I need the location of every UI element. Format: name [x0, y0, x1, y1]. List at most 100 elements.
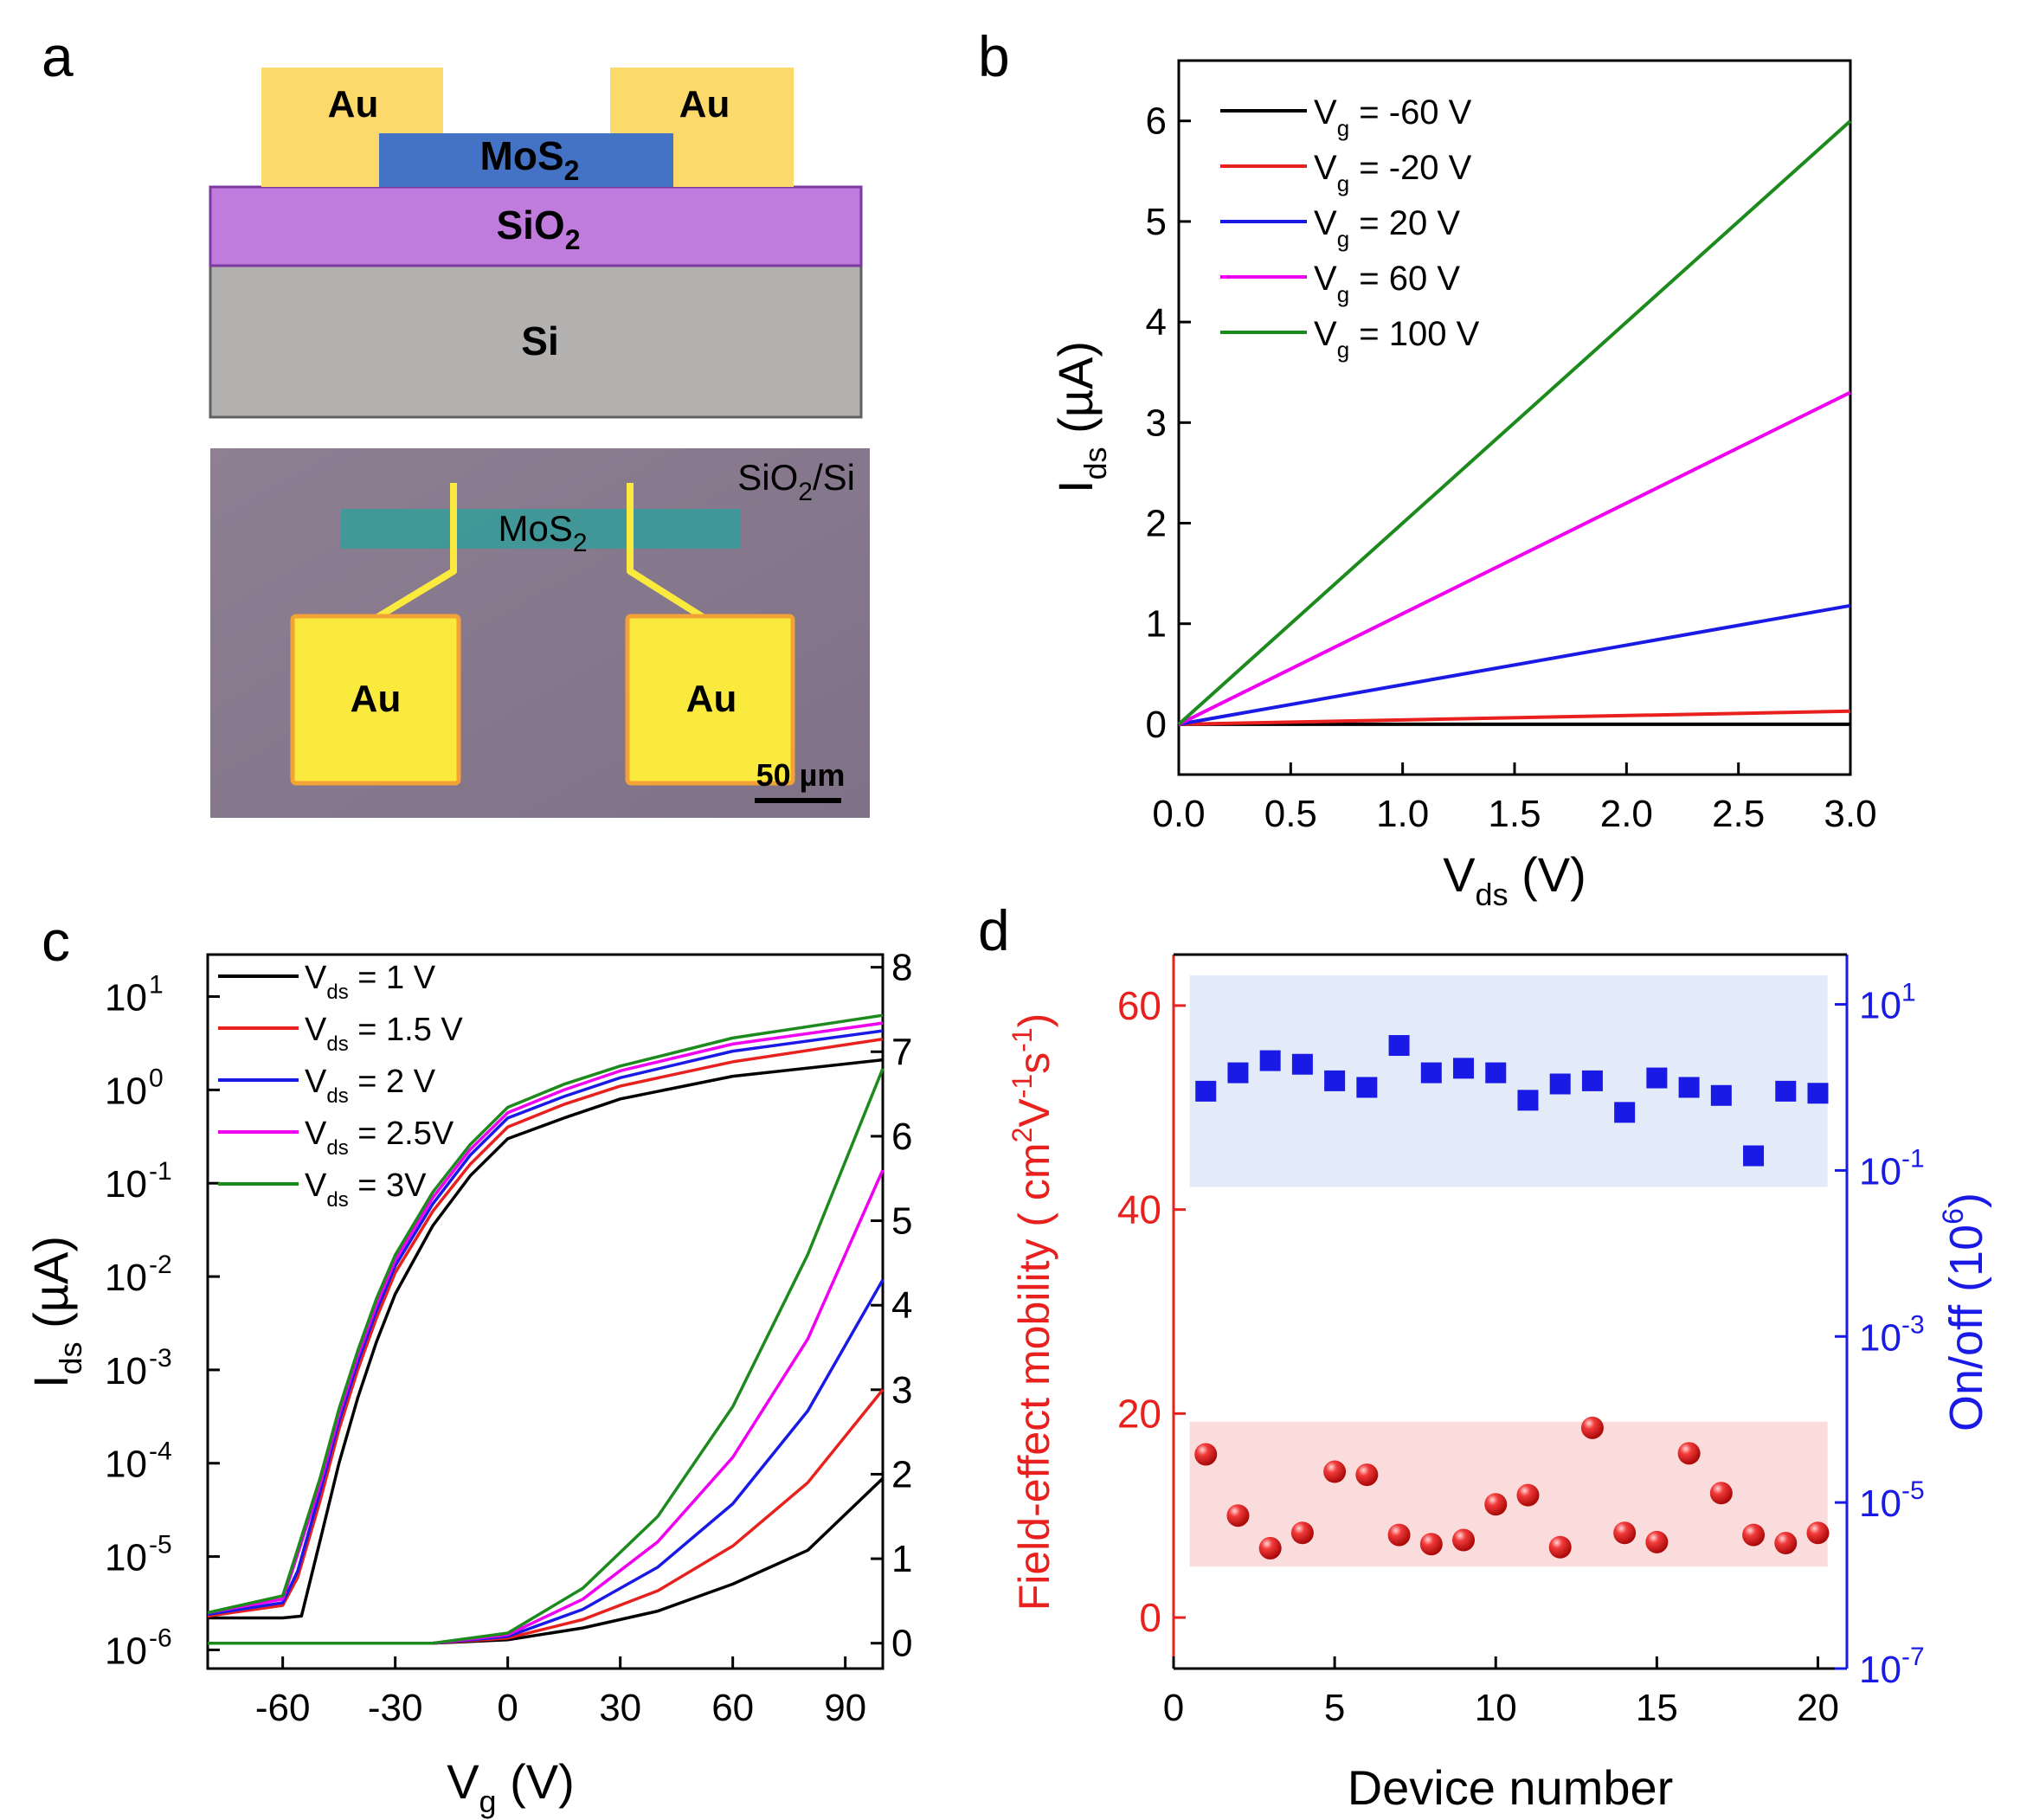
left-tick-label-d: 20 [1117, 1391, 1161, 1436]
mobility-point [1709, 1482, 1733, 1505]
onoff-point [1614, 1102, 1636, 1123]
left-tick-exp-c: 1 [149, 971, 164, 1000]
y-left-d-exp2: -1 [1007, 1074, 1038, 1098]
right-tick-label-c: 8 [891, 947, 912, 989]
right-tick-label-c: 4 [891, 1284, 912, 1327]
x-axis-label-c: Vg (V) [447, 1754, 575, 1819]
mobility-point [1774, 1532, 1798, 1555]
x-axis-b: 0.0 0.5 1.0 1.5 2.0 2.5 3.0 [1152, 762, 1877, 835]
y-left-d-mid2: s [1010, 1052, 1058, 1074]
micro-substrate-label: SiO2/Si [737, 457, 855, 506]
y-right-d-exp: 6 [1937, 1208, 1970, 1225]
left-tick-base-c: 10 [105, 1163, 147, 1206]
y-axis-label-b: Ids (µA) [1048, 341, 1113, 493]
x-tick-label-b: 1.0 [1376, 793, 1429, 835]
right-tick-label-c: 7 [891, 1031, 912, 1073]
left-tick-base-c: 10 [105, 1630, 147, 1672]
left-tick-label-c: 10 [105, 1444, 147, 1486]
left-tick-label-d: 0 [1139, 1595, 1161, 1640]
right-tick-label-c: 5 [891, 1200, 912, 1243]
mobility-point [1516, 1483, 1540, 1507]
x-tick-label-d: 0 [1163, 1687, 1184, 1729]
transfer-curve-log-c [207, 1037, 884, 1618]
mobility-point [1387, 1523, 1411, 1547]
left-tick-label-c: 10 [105, 977, 147, 1019]
legend-rest-b: = 20 V [1349, 204, 1460, 242]
legend-prefix-c: V [305, 960, 327, 996]
right-tick-base-d: 10 [1859, 1316, 1901, 1359]
legend-sub-c: ds [326, 1136, 348, 1160]
left-tick-label-c: 10 [105, 1070, 147, 1112]
transfer-curve-log-c [208, 1058, 884, 1620]
legend-rest-c: = 1.5 V [349, 1012, 464, 1048]
x-tick-label-d: 20 [1797, 1687, 1839, 1729]
onoff-point [1517, 1090, 1539, 1111]
right-tick-label-c: 0 [891, 1623, 912, 1665]
right-tick-base-d: 10 [1859, 1150, 1901, 1193]
x-tick-label-b: 2.5 [1712, 793, 1765, 835]
legend-label-b: Vg = -60 V [1314, 93, 1472, 141]
y-left-d-exp1: 2 [1007, 1128, 1038, 1143]
lead-left [368, 483, 457, 625]
au-label-left: Au [328, 83, 379, 125]
x-tick-label-b: 1.5 [1488, 793, 1541, 835]
legend-sub-b: g [1337, 226, 1349, 252]
transfer-curve-linear-c [208, 1169, 885, 1645]
micro-pad-label-left: Au [351, 678, 402, 720]
series-line-b [1178, 390, 1851, 726]
panel-label-a: a [42, 24, 74, 88]
y-left-d-mid1: V [1010, 1098, 1058, 1128]
left-tick-base-c: 10 [105, 1350, 147, 1392]
x-axis-label-c-main: V [447, 1754, 479, 1809]
onoff-point [1549, 1073, 1571, 1095]
left-tick-exp-c: -3 [149, 1344, 172, 1373]
micro-substrate-suffix: /Si [813, 457, 855, 498]
legend-label-c: Vds = 3V [305, 1167, 427, 1212]
sio2-label-main: SiO [496, 203, 564, 248]
y-axis-label-b-sub: ds [1078, 447, 1113, 479]
plot-frame-c [206, 953, 885, 1670]
onoff-point [1743, 1145, 1765, 1167]
mobility-point [1355, 1463, 1379, 1487]
onoff-point [1356, 1077, 1378, 1098]
legend-rest-c: = 3V [349, 1167, 427, 1204]
onoff-point [1646, 1067, 1668, 1089]
y-left-d-main: Field-effect mobility ( cm [1010, 1142, 1058, 1611]
x-tick-label-c: -60 [255, 1687, 311, 1729]
left-tick-label-c: 10 [105, 1350, 147, 1392]
mobility-point [1484, 1493, 1508, 1516]
mos2-label-sub: 2 [564, 155, 580, 186]
x-axis-c: -60 -30 0 30 60 90 [255, 1656, 866, 1729]
onoff-point [1420, 1062, 1442, 1084]
legend-rest-c: = 2 V [349, 1064, 436, 1100]
y-tick-label-b: 6 [1146, 100, 1167, 143]
legend-rest-c: = 2.5V [349, 1116, 454, 1152]
panel-a: a Au Au MoS2 SiO2 Si Au Au [42, 24, 870, 818]
legend-label-c: Vds = 2.5V [305, 1116, 454, 1160]
right-tick-exp-d: -7 [1901, 1643, 1925, 1671]
mobility-point [1323, 1460, 1347, 1483]
onoff-band [1189, 974, 1828, 1187]
mobility-point [1613, 1521, 1637, 1545]
micro-flake-main: MoS [498, 508, 572, 549]
onoff-point [1710, 1084, 1732, 1106]
x-axis-label-b-sub: ds [1476, 877, 1509, 912]
legend-label-c: Vds = 1 V [305, 960, 436, 1004]
electrode-left [368, 483, 457, 625]
x-tick-label-c: -30 [368, 1687, 423, 1729]
y-tick-label-b: 0 [1146, 704, 1167, 746]
onoff-point [1581, 1070, 1603, 1091]
micro-substrate-sub: 2 [798, 478, 813, 506]
x-axis-label-b: Vds (V) [1443, 847, 1586, 912]
x-axis-d: 0 5 10 15 20 [1163, 1656, 1839, 1729]
mos2-label: MoS2 [480, 133, 580, 186]
mobility-point [1645, 1530, 1669, 1553]
transfer-curve-log-c [207, 1021, 884, 1615]
left-tick-exp-c: -4 [149, 1437, 172, 1466]
x-tick-label-b: 2.0 [1600, 793, 1653, 835]
onoff-point [1775, 1080, 1797, 1102]
legend-sub-c: ds [326, 1084, 348, 1108]
mobility-point [1226, 1504, 1250, 1527]
